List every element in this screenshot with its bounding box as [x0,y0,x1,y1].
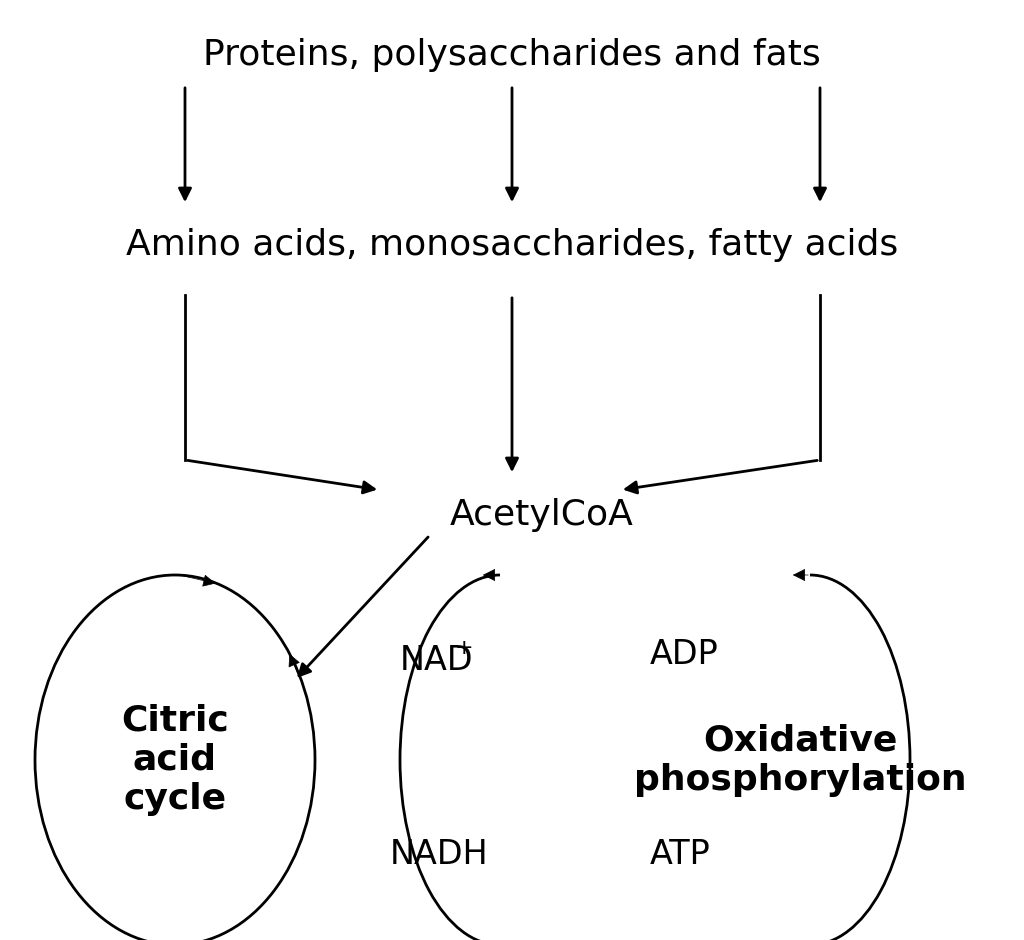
Text: +: + [455,638,474,658]
Text: ADP: ADP [650,638,719,671]
Text: Amino acids, monosaccharides, fatty acids: Amino acids, monosaccharides, fatty acid… [126,228,898,262]
Text: AcetylCoA: AcetylCoA [450,498,634,532]
Text: ATP: ATP [650,838,711,871]
Text: Citric
acid
cycle: Citric acid cycle [121,704,229,817]
Text: Proteins, polysaccharides and fats: Proteins, polysaccharides and fats [203,38,821,72]
Text: NAD: NAD [400,644,474,677]
Text: Oxidative
phosphorylation: Oxidative phosphorylation [634,723,967,797]
Text: NADH: NADH [390,838,488,871]
